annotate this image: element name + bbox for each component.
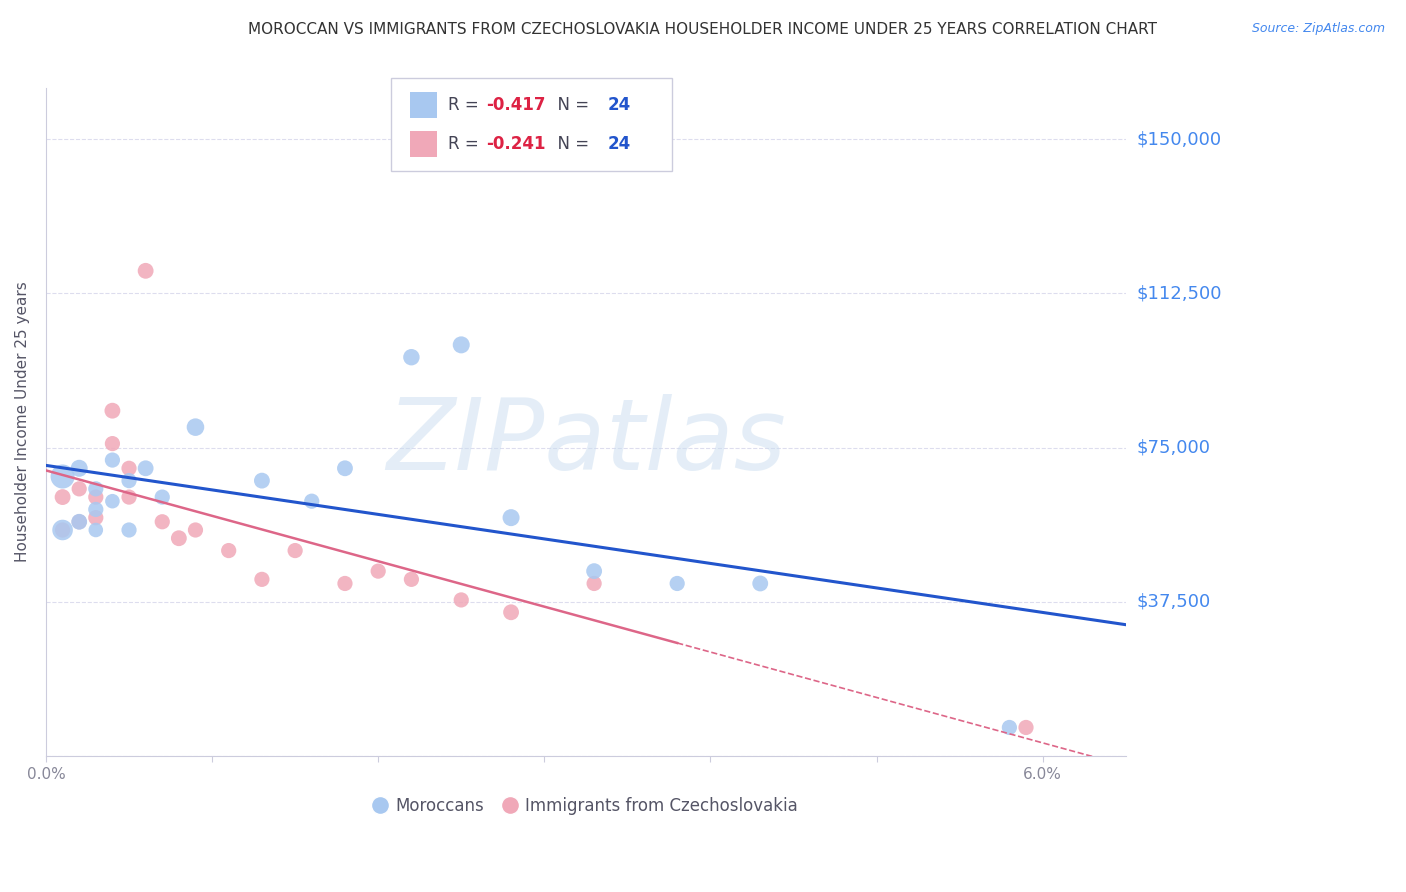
FancyBboxPatch shape bbox=[409, 130, 437, 157]
Point bbox=[184, 420, 207, 434]
Text: Source: ZipAtlas.com: Source: ZipAtlas.com bbox=[1251, 22, 1385, 36]
Point bbox=[84, 490, 107, 504]
Point bbox=[52, 523, 75, 537]
Text: N =: N = bbox=[547, 135, 595, 153]
FancyBboxPatch shape bbox=[391, 78, 672, 171]
Point bbox=[499, 605, 522, 619]
Point bbox=[150, 515, 173, 529]
Point bbox=[84, 482, 107, 496]
Text: -0.417: -0.417 bbox=[486, 96, 546, 114]
Point bbox=[150, 490, 173, 504]
Text: ZIPatlas: ZIPatlas bbox=[385, 393, 786, 491]
Point bbox=[333, 576, 356, 591]
Point bbox=[52, 523, 75, 537]
Point bbox=[67, 482, 90, 496]
Point bbox=[333, 461, 356, 475]
Point bbox=[666, 576, 689, 591]
Point bbox=[367, 564, 389, 578]
Point bbox=[118, 474, 141, 488]
Text: R =: R = bbox=[447, 96, 484, 114]
Text: $112,500: $112,500 bbox=[1137, 285, 1222, 302]
Text: -0.241: -0.241 bbox=[486, 135, 546, 153]
Point bbox=[184, 523, 207, 537]
Text: MOROCCAN VS IMMIGRANTS FROM CZECHOSLOVAKIA HOUSEHOLDER INCOME UNDER 25 YEARS COR: MOROCCAN VS IMMIGRANTS FROM CZECHOSLOVAK… bbox=[249, 22, 1157, 37]
Point bbox=[67, 461, 90, 475]
Point bbox=[583, 576, 606, 591]
Text: 24: 24 bbox=[607, 135, 631, 153]
Point bbox=[401, 573, 423, 587]
Point bbox=[301, 494, 323, 508]
Point bbox=[101, 453, 124, 467]
Point bbox=[218, 543, 240, 558]
Point bbox=[118, 523, 141, 537]
Point bbox=[101, 494, 124, 508]
Point bbox=[250, 573, 273, 587]
Point bbox=[167, 531, 190, 545]
Point bbox=[84, 523, 107, 537]
Point bbox=[84, 502, 107, 516]
Text: N =: N = bbox=[547, 96, 595, 114]
Point bbox=[1015, 721, 1038, 735]
Point bbox=[135, 461, 157, 475]
Point bbox=[135, 264, 157, 278]
Point bbox=[52, 469, 75, 483]
Point bbox=[583, 564, 606, 578]
Point bbox=[499, 510, 522, 524]
Point bbox=[450, 338, 472, 352]
Point bbox=[749, 576, 772, 591]
Point bbox=[67, 515, 90, 529]
Point bbox=[84, 510, 107, 524]
Y-axis label: Householder Income Under 25 years: Householder Income Under 25 years bbox=[15, 282, 30, 562]
Point bbox=[52, 490, 75, 504]
Text: $150,000: $150,000 bbox=[1137, 130, 1222, 148]
FancyBboxPatch shape bbox=[409, 93, 437, 119]
Text: $75,000: $75,000 bbox=[1137, 439, 1211, 457]
Point bbox=[250, 474, 273, 488]
Point bbox=[101, 403, 124, 417]
Point bbox=[118, 490, 141, 504]
Legend: Moroccans, Immigrants from Czechoslovakia: Moroccans, Immigrants from Czechoslovaki… bbox=[367, 790, 804, 822]
Point bbox=[284, 543, 307, 558]
Point bbox=[998, 721, 1021, 735]
Point bbox=[67, 515, 90, 529]
Point bbox=[118, 461, 141, 475]
Point bbox=[101, 436, 124, 450]
Text: 24: 24 bbox=[607, 96, 631, 114]
Point bbox=[401, 350, 423, 364]
Text: $37,500: $37,500 bbox=[1137, 593, 1211, 611]
Text: R =: R = bbox=[447, 135, 484, 153]
Point bbox=[450, 593, 472, 607]
